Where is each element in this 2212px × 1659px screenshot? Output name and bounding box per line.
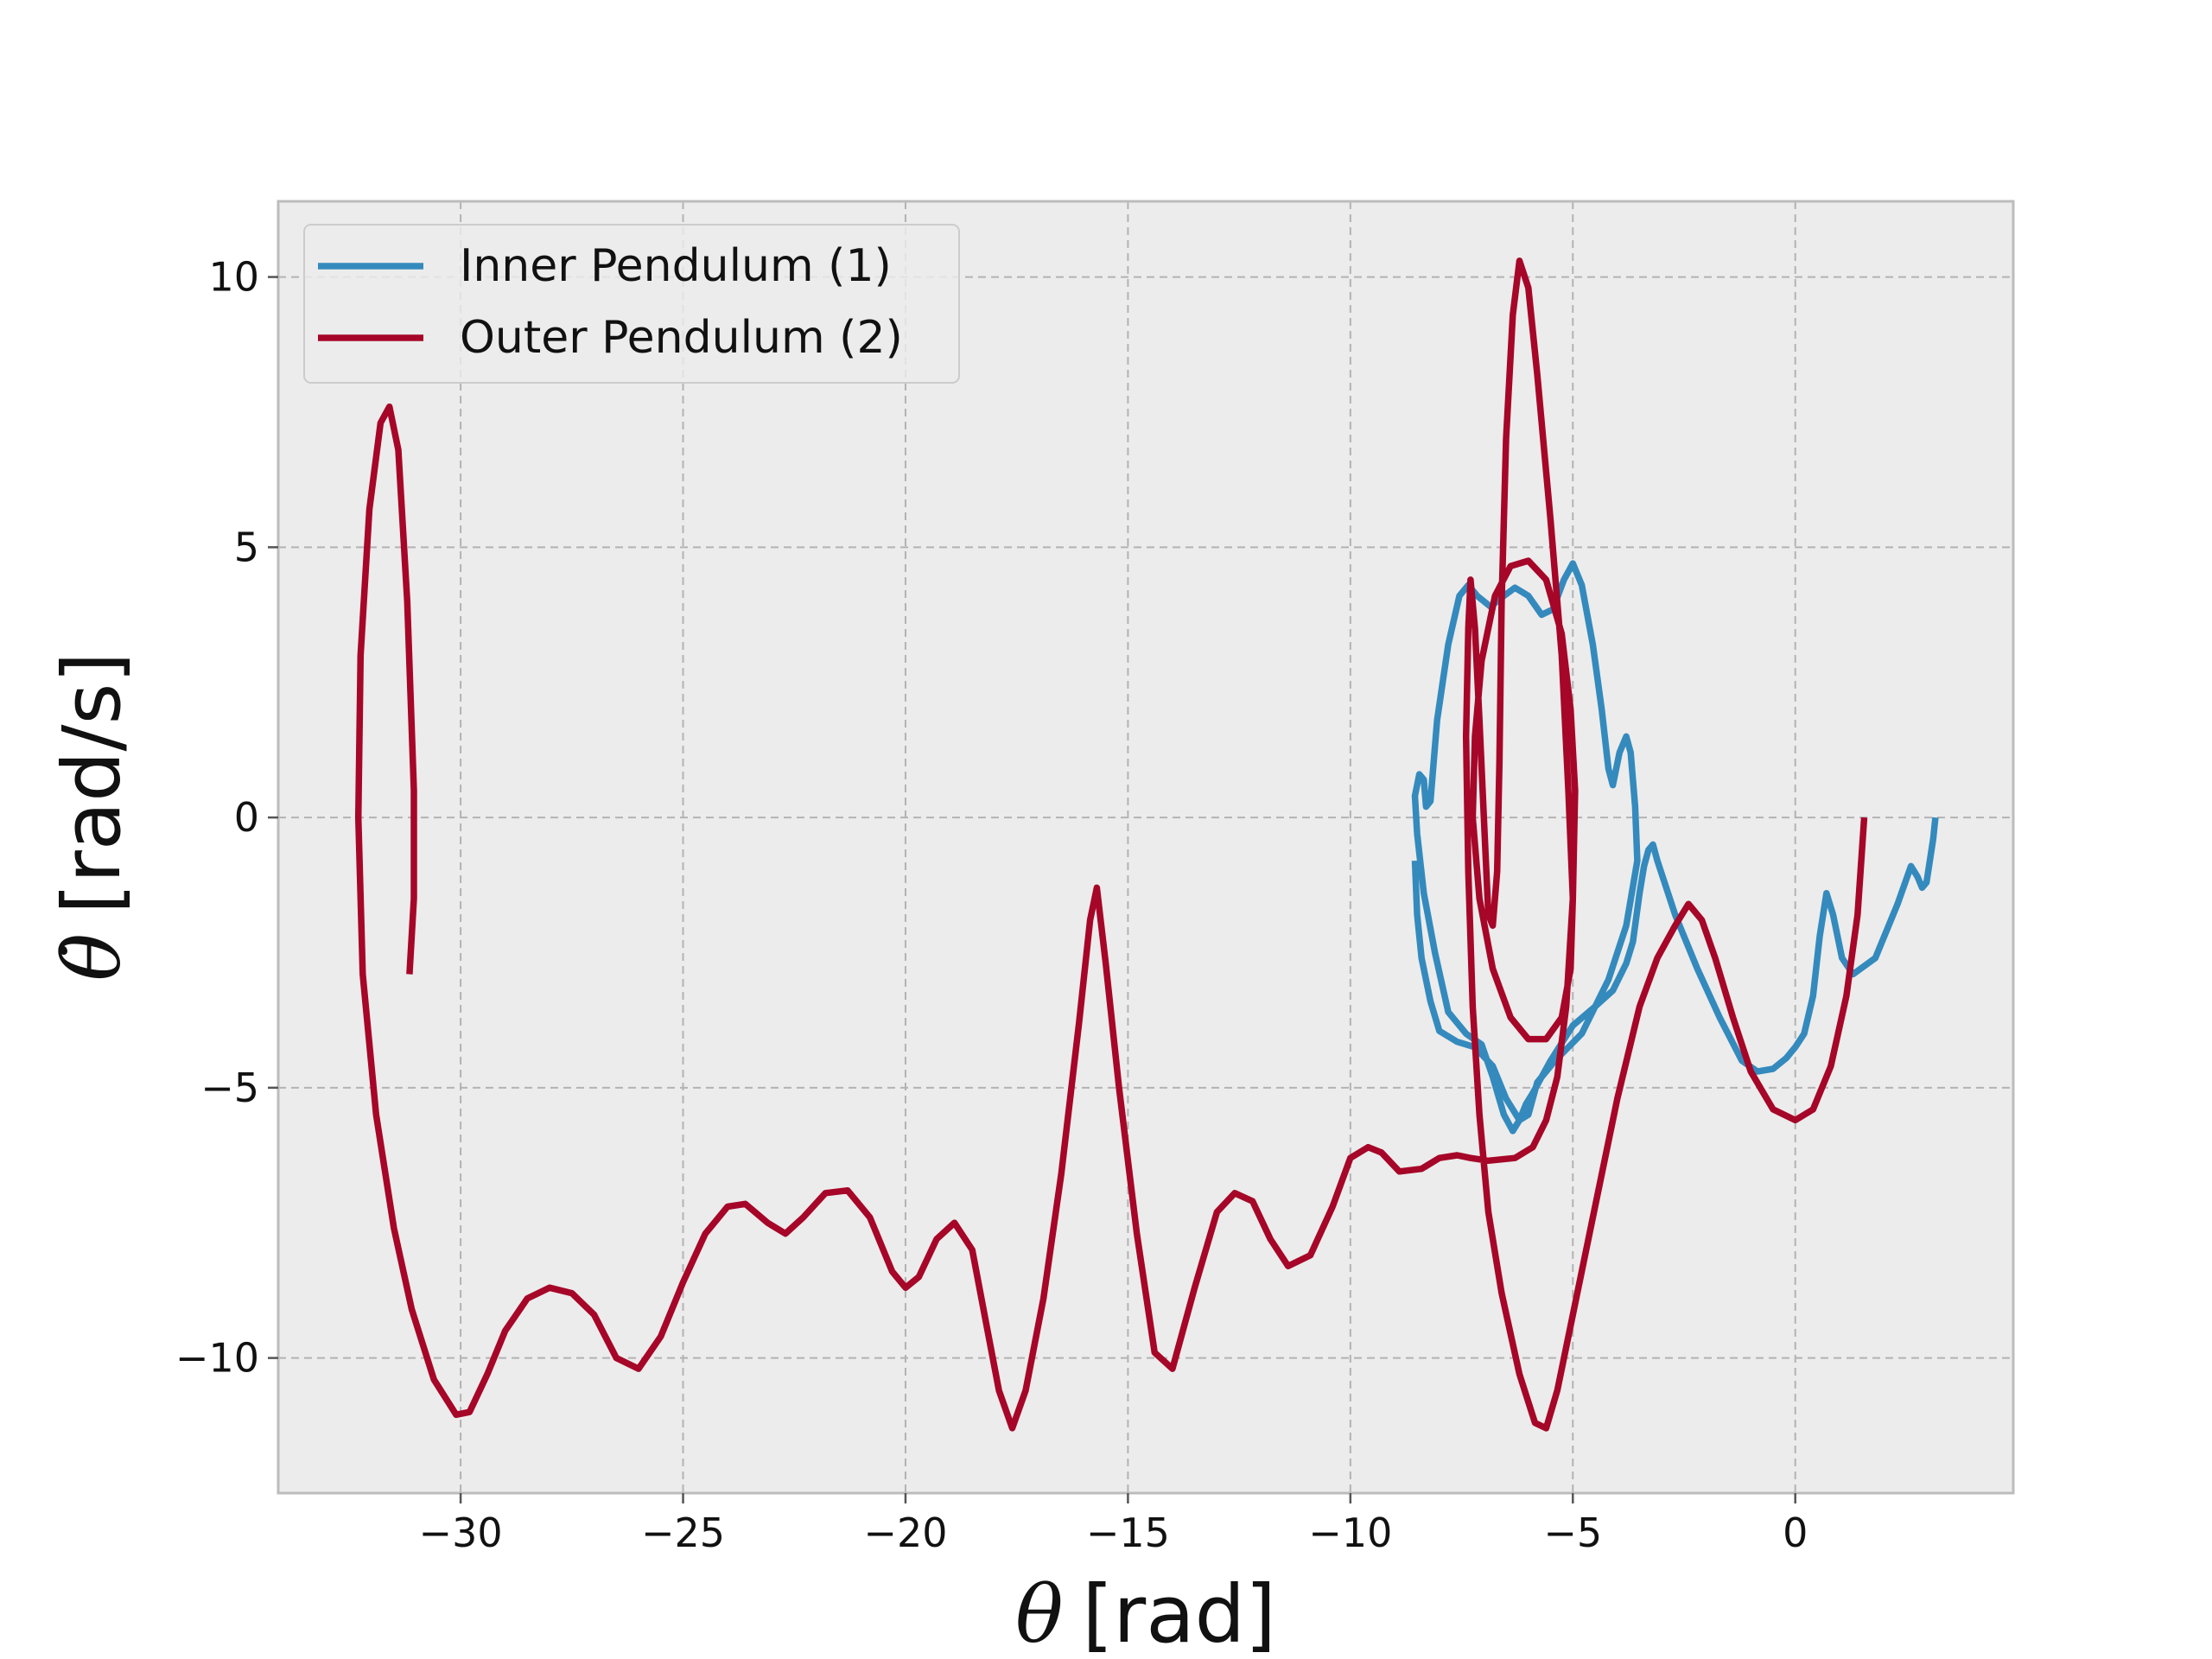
inner-pendulum-line — [1411, 560, 1939, 1135]
y-axis-label: θ̇ [rad/s] — [46, 652, 138, 982]
x-tick-label: 0 — [1783, 1510, 1808, 1556]
legend: Inner Pendulum (1) Outer Pendulum (2) — [303, 224, 960, 384]
x-tick-label: −5 — [1543, 1510, 1602, 1556]
legend-label-outer: Outer Pendulum (2) — [460, 312, 903, 364]
legend-box — [303, 224, 960, 384]
y-tick-label: 0 — [234, 794, 259, 841]
x-tick-label: −15 — [1086, 1510, 1170, 1556]
x-tick-label: −30 — [419, 1510, 503, 1556]
x-axis-unit: [rad] — [1083, 1568, 1276, 1659]
y-tick-label: 5 — [234, 524, 259, 570]
x-axis-label: θ [rad] — [1015, 1568, 1276, 1659]
x-axis-ticks: −30 −25 −20 −15 −10 −5 0 — [419, 1493, 1808, 1556]
y-axis-ticks: −10 −5 0 5 10 — [175, 254, 278, 1382]
x-axis-symbol: θ — [1015, 1568, 1063, 1659]
y-tick-label: −10 — [175, 1335, 259, 1382]
plot-frame — [276, 200, 2015, 1495]
y-axis-symbol: θ̇ — [46, 933, 138, 981]
y-axis-unit: [rad/s] — [46, 652, 138, 914]
x-tick-label: −20 — [863, 1510, 947, 1556]
x-tick-label: −25 — [641, 1510, 725, 1556]
series-layer — [354, 257, 1939, 1432]
y-tick-label: −5 — [200, 1065, 259, 1111]
x-tick-label: −10 — [1308, 1510, 1392, 1556]
outer-pendulum-line — [354, 257, 1868, 1432]
y-tick-label: 10 — [208, 254, 259, 301]
legend-label-inner: Inner Pendulum (1) — [460, 240, 892, 292]
